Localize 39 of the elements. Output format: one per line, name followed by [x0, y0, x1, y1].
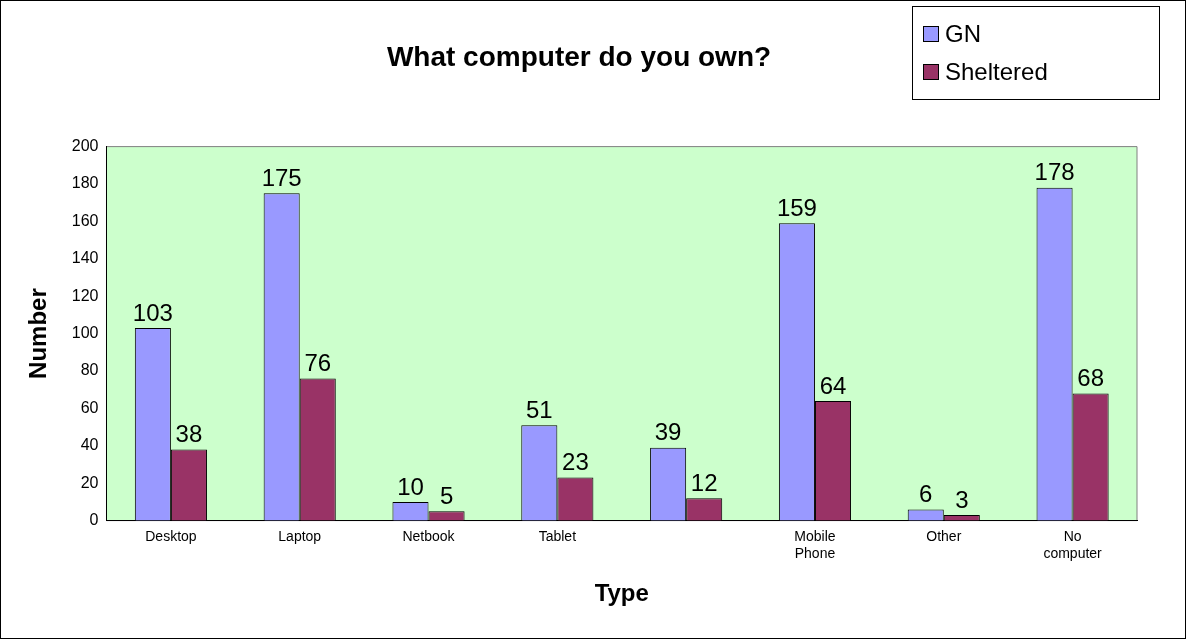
- x-tick-label: Mobile Phone: [794, 527, 836, 561]
- data-label: 12: [690, 468, 718, 496]
- data-label: 103: [132, 298, 173, 326]
- data-label: 68: [1077, 364, 1104, 392]
- x-tick-label: Netbook: [402, 527, 456, 544]
- data-label: 6: [919, 480, 933, 508]
- y-tick-label: 20: [80, 473, 99, 491]
- y-tick-label: 100: [71, 324, 99, 342]
- x-tick-label: Desktop: [145, 527, 197, 544]
- y-tick-label: 200: [71, 137, 99, 155]
- y-tick-label: 180: [71, 174, 99, 192]
- y-tick-label: 0: [89, 511, 99, 529]
- y-tick-label: 160: [71, 211, 99, 229]
- legend-label: Sheltered: [945, 58, 1048, 86]
- y-axis-title: Number: [24, 288, 52, 379]
- data-label: 175: [261, 163, 302, 191]
- data-label: 159: [776, 193, 817, 221]
- x-axis-title: Type: [594, 579, 649, 607]
- x-tick-label: Other: [926, 527, 962, 544]
- data-label: 64: [819, 371, 847, 399]
- data-label: 5: [439, 481, 454, 509]
- data-label: 178: [1034, 158, 1075, 186]
- chart-title: What computer do you own?: [386, 40, 772, 72]
- y-tick-label: 80: [80, 361, 99, 379]
- y-tick-label: 140: [71, 249, 99, 267]
- y-tick-label: 40: [80, 436, 99, 454]
- x-tick-label: Laptop: [278, 527, 322, 544]
- data-label: 10: [397, 472, 424, 500]
- y-tick-label: 120: [71, 286, 99, 304]
- data-label: 3: [955, 485, 969, 513]
- data-label: 51: [525, 395, 553, 423]
- y-tick-label: 60: [80, 398, 99, 416]
- data-label: 23: [562, 448, 589, 476]
- x-tick-label: No computer: [1043, 527, 1103, 561]
- data-label: 76: [304, 349, 332, 377]
- data-label: 38: [175, 420, 203, 448]
- data-label: 39: [654, 418, 682, 446]
- legend-label: GN: [945, 20, 981, 48]
- x-tick-label: Tablet: [538, 527, 577, 544]
